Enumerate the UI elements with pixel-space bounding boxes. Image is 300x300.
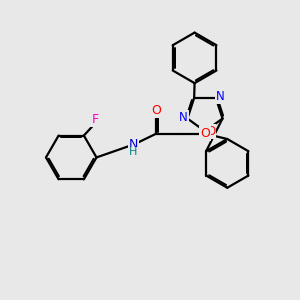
Text: O: O [206, 125, 216, 138]
Text: N: N [179, 111, 188, 124]
Text: O: O [200, 127, 210, 140]
Text: O: O [151, 104, 161, 117]
Text: H: H [129, 147, 137, 158]
Text: F: F [91, 113, 98, 126]
Text: N: N [216, 90, 225, 103]
Text: N: N [129, 138, 138, 151]
